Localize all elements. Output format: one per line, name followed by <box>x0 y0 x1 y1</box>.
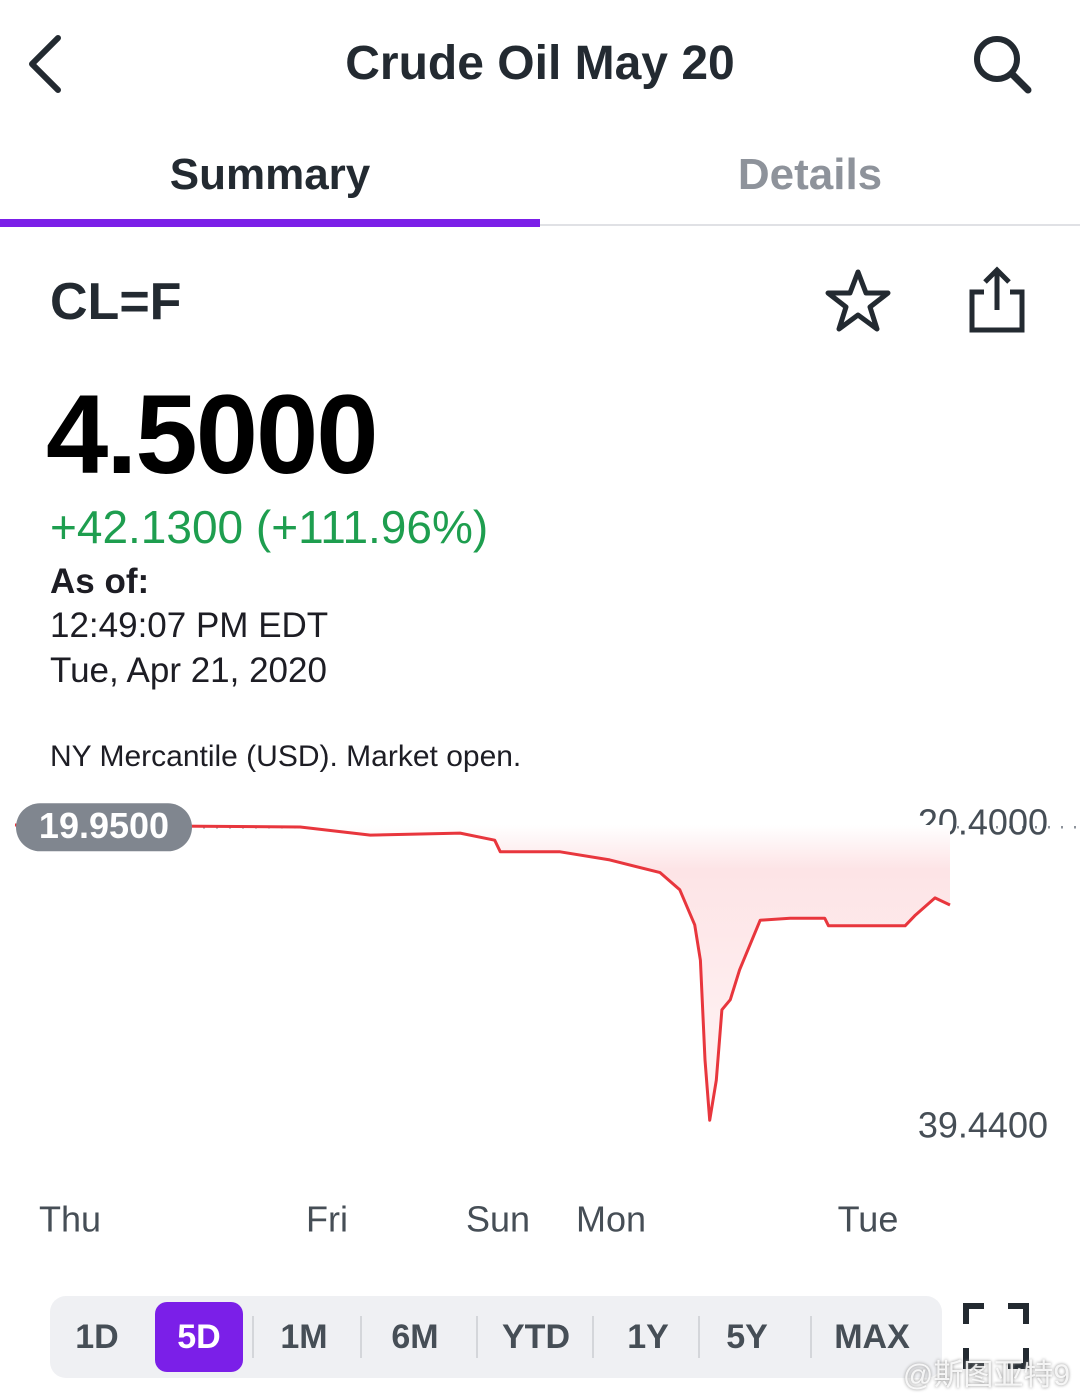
price-change: +42.1300 (+111.96%) <box>50 501 489 553</box>
price-line <box>14 823 951 1122</box>
range-button[interactable]: MAX <box>834 1318 910 1356</box>
x-day-label: Fri <box>306 1199 348 1240</box>
price: 4.5000 <box>46 372 379 497</box>
range-button[interactable]: 1Y <box>627 1318 669 1356</box>
range-divider <box>251 1316 254 1358</box>
x-day-label: Thu <box>39 1199 101 1240</box>
previous-close-pill <box>16 803 192 852</box>
range-divider <box>592 1316 594 1358</box>
header-title: Crude Oil May 20 <box>345 37 735 90</box>
watermark: @斯图亚特9 <box>902 1359 1070 1392</box>
x-day-label: Sun <box>466 1199 530 1240</box>
price-area <box>15 825 950 1121</box>
share-button[interactable] <box>966 266 1028 334</box>
range-button[interactable]: 6M <box>391 1318 439 1356</box>
range-divider <box>809 1316 812 1358</box>
exchange-info: NY Mercantile (USD). Market open. <box>50 740 522 773</box>
previous-close-label: 19.9500 <box>39 805 169 846</box>
tab-indicator <box>0 219 540 227</box>
x-day-label: Mon <box>576 1199 646 1240</box>
as-of-label: As of: <box>50 562 150 601</box>
tab[interactable]: Details <box>737 150 883 199</box>
range-selector: 1D 5D 1M 6M YTD 1Y 5Y MAX <box>50 1296 942 1378</box>
symbol: CL=F <box>50 273 182 331</box>
range-divider <box>359 1316 362 1358</box>
range-button[interactable]: 1M <box>280 1318 328 1356</box>
back-button[interactable] <box>24 34 64 94</box>
range-divider <box>697 1316 700 1358</box>
x-day-label: Tue <box>838 1199 899 1240</box>
tab-divider <box>0 224 1080 226</box>
fullscreen-button[interactable] <box>962 1302 1030 1370</box>
y-tick-label: 39.4400 <box>918 1105 1048 1146</box>
tab[interactable]: Summary <box>169 150 371 199</box>
watchlist-star[interactable] <box>824 268 892 334</box>
quote-time: 12:49:07 PM EDT <box>50 606 329 645</box>
range-divider <box>475 1316 478 1358</box>
range-button[interactable]: 5Y <box>726 1318 768 1356</box>
quote-date: Tue, Apr 21, 2020 <box>50 651 327 690</box>
range-button[interactable]: 1D <box>75 1318 119 1356</box>
range-button[interactable]: YTD <box>502 1318 570 1356</box>
search-button[interactable] <box>970 32 1034 96</box>
range-button[interactable]: 5D <box>155 1302 243 1372</box>
